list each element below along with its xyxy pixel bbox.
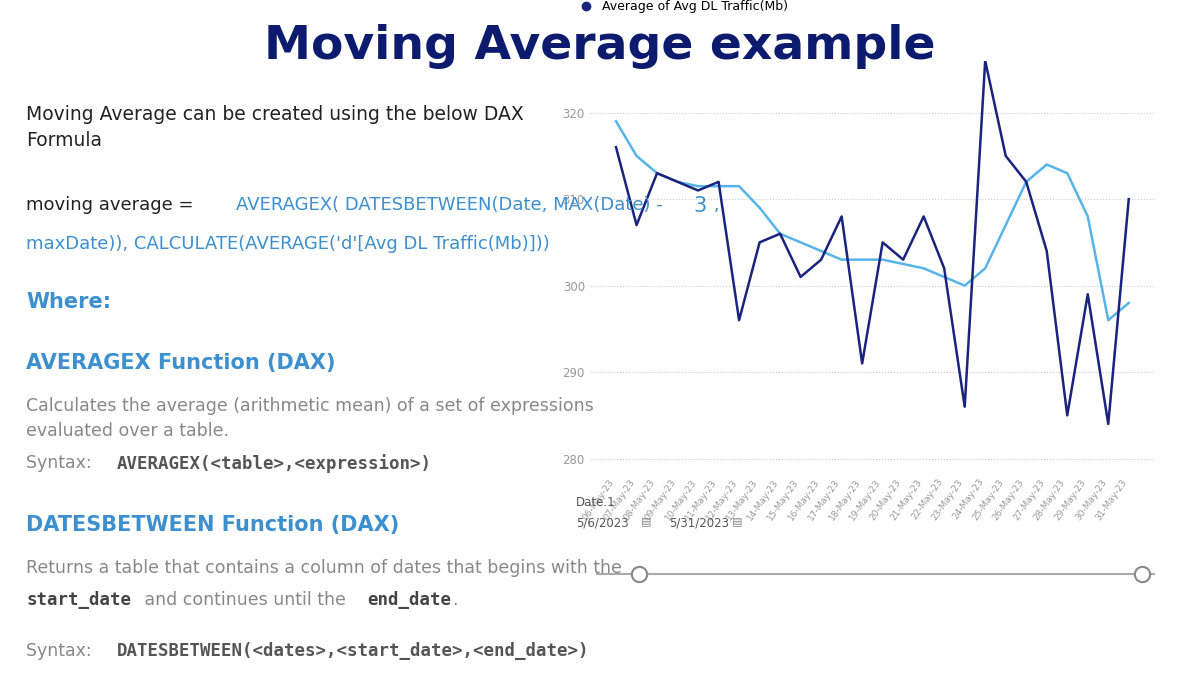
Text: start_date: start_date	[26, 591, 132, 610]
Text: Syntax:: Syntax:	[26, 642, 97, 660]
Text: DATESBETWEEN Function (DAX): DATESBETWEEN Function (DAX)	[26, 515, 400, 535]
Text: Calculates the average (arithmetic mean) of a set of expressions
evaluated over : Calculates the average (arithmetic mean)…	[26, 397, 594, 440]
Text: Moving Average example: Moving Average example	[264, 24, 936, 69]
Text: Syntax:: Syntax:	[26, 454, 97, 472]
Text: and continues until the: and continues until the	[139, 591, 352, 610]
Text: DATESBETWEEN(<dates>,<start_date>,<end_date>): DATESBETWEEN(<dates>,<start_date>,<end_d…	[116, 642, 589, 660]
Text: .: .	[452, 591, 458, 610]
Text: Returns a table that contains a column of dates that begins with the: Returns a table that contains a column o…	[26, 559, 623, 577]
Text: ▤: ▤	[732, 516, 743, 526]
Text: AVERAGEX( DATESBETWEEN(Date, MAX(Date) -: AVERAGEX( DATESBETWEEN(Date, MAX(Date) -	[236, 196, 668, 214]
Text: 5/6/2023: 5/6/2023	[576, 516, 629, 529]
Text: Moving Average can be created using the below DAX
Formula: Moving Average can be created using the …	[26, 105, 524, 150]
Legend: moving average, Average of Avg DL Traffic(Mb): moving average, Average of Avg DL Traffi…	[569, 0, 793, 18]
Text: ,: ,	[708, 196, 720, 214]
Text: ▤: ▤	[641, 516, 652, 526]
Text: Where:: Where:	[26, 292, 112, 313]
Text: 3: 3	[694, 196, 707, 216]
Text: 5/31/2023: 5/31/2023	[670, 516, 730, 529]
Text: end_date: end_date	[367, 591, 451, 610]
Text: maxDate)), CALCULATE(AVERAGE('d'[Avg DL Traffic(Mb)])): maxDate)), CALCULATE(AVERAGE('d'[Avg DL …	[26, 235, 550, 253]
Text: moving average =: moving average =	[26, 196, 199, 214]
Text: AVERAGEX(<table>,<expression>): AVERAGEX(<table>,<expression>)	[116, 454, 432, 473]
Text: Date.1: Date.1	[576, 496, 616, 509]
Text: AVERAGEX Function (DAX): AVERAGEX Function (DAX)	[26, 353, 336, 373]
